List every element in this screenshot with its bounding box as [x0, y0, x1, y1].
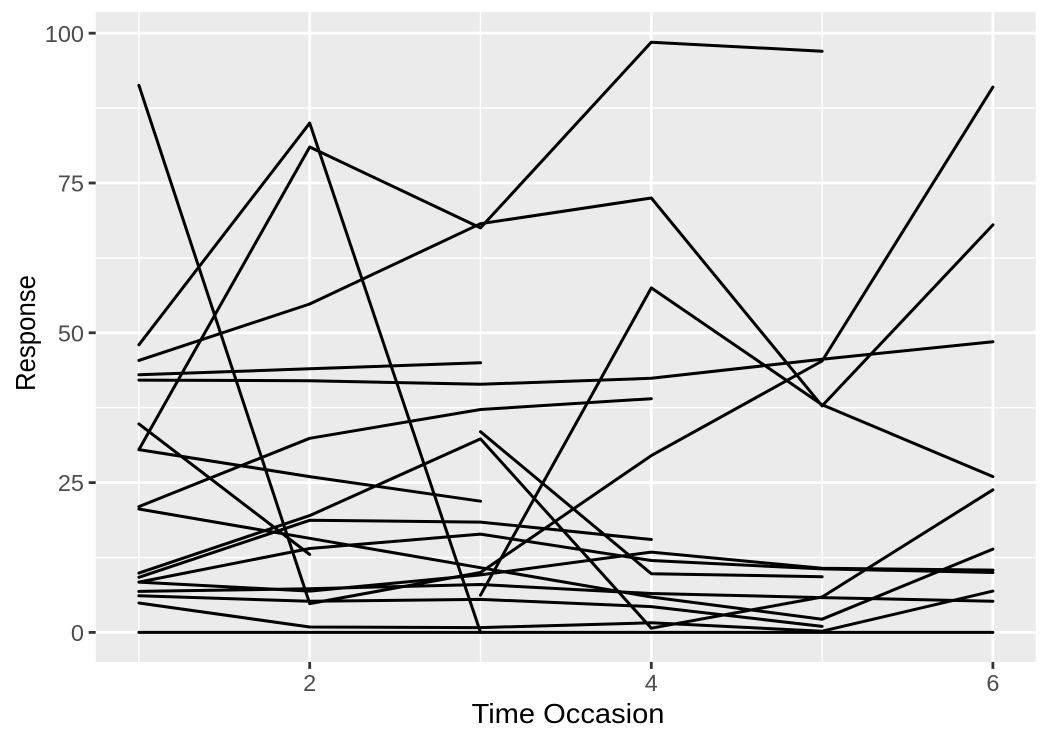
svg-text:4: 4 [645, 670, 658, 696]
svg-text:2: 2 [303, 670, 316, 696]
svg-text:75: 75 [58, 171, 84, 197]
svg-text:Time Occasion: Time Occasion [472, 698, 665, 729]
svg-text:25: 25 [58, 470, 84, 496]
svg-text:100: 100 [45, 21, 84, 47]
svg-text:50: 50 [58, 320, 84, 346]
svg-text:Response: Response [10, 275, 41, 391]
svg-text:0: 0 [71, 620, 84, 646]
svg-text:6: 6 [986, 670, 999, 696]
